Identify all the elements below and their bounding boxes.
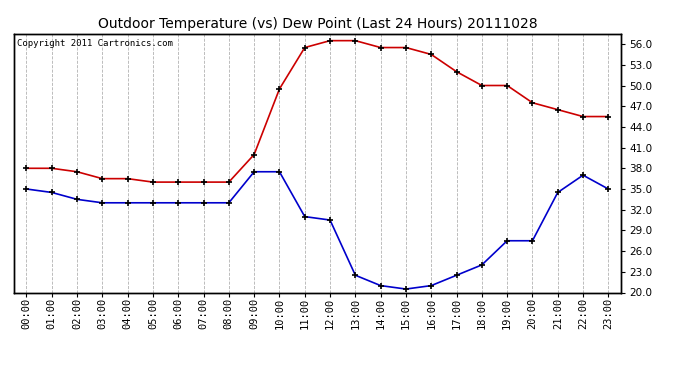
Text: Copyright 2011 Cartronics.com: Copyright 2011 Cartronics.com: [17, 39, 172, 48]
Title: Outdoor Temperature (vs) Dew Point (Last 24 Hours) 20111028: Outdoor Temperature (vs) Dew Point (Last…: [97, 17, 538, 31]
